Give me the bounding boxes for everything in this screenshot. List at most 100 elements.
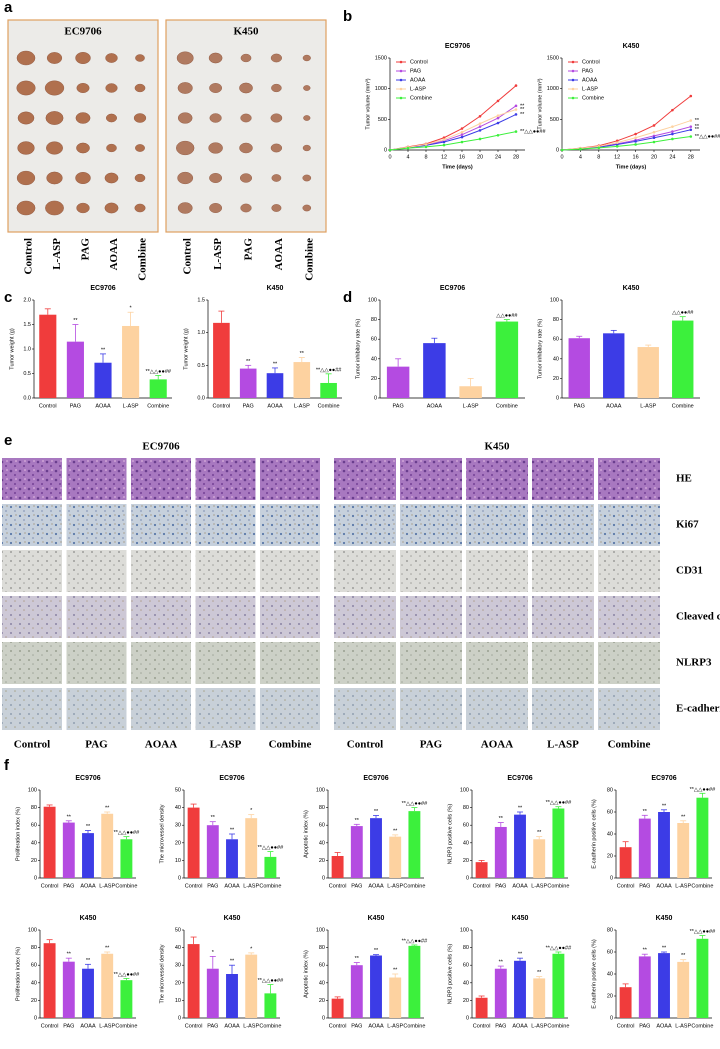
y-tick-label: 50 — [175, 927, 181, 933]
y-tick-label: 40 — [319, 980, 325, 986]
histology-image — [598, 504, 660, 546]
bar — [43, 943, 56, 1018]
y-tick-label: 0 — [610, 875, 613, 881]
y-axis-label: E-cadherin positive cells (%) — [591, 799, 597, 869]
group-label: AOAA — [108, 238, 120, 270]
significance: ** — [86, 958, 91, 964]
legend-label: Control — [410, 59, 428, 65]
bar — [494, 826, 507, 878]
tumor — [271, 204, 282, 212]
x-tick-label: PAG — [495, 1023, 506, 1029]
y-tick-label: 100 — [316, 927, 325, 933]
y-tick-label: 0 — [384, 147, 387, 153]
bar — [245, 818, 258, 878]
y-tick-label: 40 — [319, 840, 325, 846]
histology-group: Control — [347, 739, 383, 751]
significance: **△△●●## — [145, 369, 171, 375]
point — [671, 130, 674, 133]
bar — [39, 314, 57, 398]
significance: ** — [518, 805, 523, 811]
histology-image — [195, 458, 256, 500]
x-tick-label: AOAA — [95, 403, 111, 409]
x-tick-label: L-ASP — [640, 403, 656, 409]
x-tick-label: Combine — [318, 403, 340, 409]
y-tick-label: 60 — [31, 963, 37, 969]
legend-label: L-ASP — [582, 86, 598, 92]
histology-image — [466, 642, 528, 684]
x-tick-label: AOAA — [224, 883, 240, 889]
histology-image — [466, 550, 528, 592]
y-tick-label: 40 — [371, 356, 377, 362]
histology-group: L-ASP — [547, 739, 579, 751]
x-tick-label: Control — [39, 403, 57, 409]
y-tick-label: 0 — [466, 875, 469, 881]
x-tick-label: Control — [617, 883, 635, 889]
y-tick-label: 1.0 — [197, 330, 205, 336]
y-tick-label: 0 — [34, 875, 37, 881]
tumor — [271, 83, 282, 93]
x-tick-label: Combine — [115, 1023, 137, 1029]
significance: **△△●●## — [520, 129, 546, 135]
significance: ** — [86, 824, 91, 830]
histology-image — [598, 688, 660, 730]
legend-marker — [571, 78, 575, 82]
y-tick-label: 0 — [178, 1015, 181, 1021]
y-tick-label: 40 — [607, 971, 613, 977]
x-tick-label: Control — [185, 1023, 203, 1029]
significance: ** — [67, 952, 72, 958]
bar — [514, 814, 526, 878]
point — [478, 114, 482, 118]
tumor — [177, 171, 194, 185]
point — [514, 84, 518, 87]
y-tick-label: 2.0 — [23, 297, 31, 303]
point — [634, 143, 637, 146]
histology-image — [2, 458, 62, 500]
significance: ** — [681, 814, 686, 820]
bar — [459, 386, 482, 398]
x-tick-label: L-ASP — [531, 883, 547, 889]
histology-title: K450 — [484, 441, 510, 453]
histology-image — [131, 642, 191, 684]
significance: ** — [73, 318, 78, 324]
significance: ** — [695, 127, 700, 133]
point — [442, 140, 446, 144]
y-tick-label: 20 — [319, 858, 325, 864]
bar — [82, 968, 94, 1018]
bar — [533, 978, 546, 1018]
y-tick-label: 60 — [463, 823, 469, 829]
x-tick-label: 20 — [651, 154, 657, 160]
bar — [266, 373, 284, 398]
point — [442, 136, 446, 140]
y-axis-label: Tumor inhibitory rate (%) — [537, 319, 543, 379]
histology-image — [2, 550, 62, 592]
significance: ** — [300, 351, 305, 357]
point — [460, 140, 464, 144]
y-axis-label: The microvessel density — [159, 944, 165, 1003]
y-tick-label: 1000 — [375, 86, 387, 92]
x-tick-label: Combine — [547, 883, 569, 889]
significance: ** — [355, 818, 360, 824]
panel-label: b — [343, 8, 352, 25]
y-tick-label: 60 — [319, 963, 325, 969]
y-tick-label: 50 — [175, 787, 181, 793]
tumor — [240, 113, 252, 123]
tumor — [270, 143, 283, 153]
tumor — [208, 52, 223, 64]
x-tick-label: Control — [473, 883, 491, 889]
chart-title: EC9706 — [651, 775, 676, 782]
tumor — [105, 53, 118, 63]
histology-image — [131, 688, 191, 730]
histology-image — [260, 550, 320, 592]
y-tick-label: 0.5 — [197, 363, 205, 369]
y-axis-label: The microvessel density — [159, 804, 165, 863]
histology-image — [66, 550, 127, 592]
x-tick-label: PAG — [574, 403, 585, 409]
x-tick-label: Combine — [259, 883, 281, 889]
tumor — [303, 85, 311, 91]
histology-image — [532, 458, 594, 500]
point — [615, 145, 619, 148]
histology-title: EC9706 — [142, 441, 180, 453]
x-tick-label: L-ASP — [123, 403, 139, 409]
histology-image — [66, 596, 127, 638]
point — [689, 128, 693, 132]
